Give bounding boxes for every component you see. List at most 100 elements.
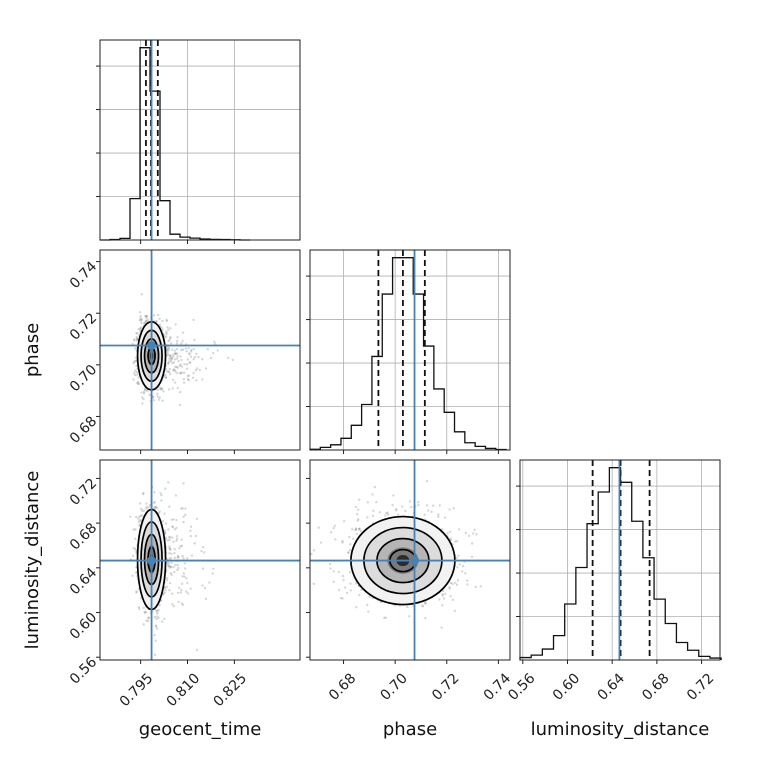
sample-point [189,350,193,353]
sample-point [174,323,177,326]
sample-point [339,597,343,600]
sample-point [368,595,371,598]
sample-point [206,348,210,351]
x-axis-label-phase: phase [383,719,437,740]
sample-point [158,510,161,513]
hist-panel-geocent_time [96,39,301,241]
sample-point [180,507,183,510]
sample-point [446,532,449,535]
sample-point [133,338,136,341]
sample-point [161,319,164,323]
sample-point [142,492,145,495]
sample-point [171,348,174,351]
sample-point [169,336,172,339]
sample-point [454,540,457,543]
scatter-panel-phase-luminosity_distance [309,459,511,661]
sample-point [144,610,148,614]
sample-point [198,368,202,372]
sample-point [179,544,182,548]
sample-point [175,372,179,375]
sample-point [176,568,179,572]
y-tick-label-luminosity_distance: 0.64 [67,565,100,598]
sample-point [156,392,159,396]
sample-point [147,616,150,619]
sample-point [383,616,386,620]
sample-point [355,532,358,536]
sample-point [132,528,135,531]
sample-point [179,363,182,366]
sample-point [448,585,451,589]
sample-point [195,352,198,355]
sample-point [358,527,361,530]
sample-point [173,358,177,361]
sample-point [441,593,444,596]
sample-point [155,609,158,612]
sample-point [189,587,193,590]
sample-point [455,556,459,560]
sample-point [180,602,184,605]
sample-point [197,355,200,359]
sample-point [354,527,358,530]
sample-point [158,386,162,389]
sample-point [417,503,420,507]
sample-point [201,567,205,570]
sample-point [312,582,315,586]
sample-point [154,505,157,509]
y-tick-label-luminosity_distance: 0.56 [67,654,100,687]
sample-point [171,525,175,529]
sample-point [167,361,170,365]
sample-point [168,367,171,371]
sample-point [176,355,179,358]
sample-point [140,293,144,296]
sample-point [174,352,177,355]
sample-point [177,566,180,570]
sample-point [134,547,137,551]
sample-point [144,320,147,324]
sample-point [172,361,175,364]
sample-point [166,351,169,355]
sample-point [168,339,171,342]
sample-point [154,624,157,627]
sample-point [451,582,454,586]
sample-point [424,617,427,620]
sample-point [175,539,178,542]
sample-point [162,390,165,393]
sample-point [170,358,173,361]
sample-point [165,576,169,580]
sample-point [348,549,352,552]
sample-point [186,557,189,560]
sample-point [170,518,173,521]
sample-point [172,518,175,521]
sample-point [334,538,337,541]
sample-point [174,494,178,497]
sample-point [181,331,185,334]
sample-point [195,517,199,520]
sample-point [136,332,139,335]
sample-point [354,582,358,585]
sample-point [165,333,168,336]
sample-point [168,547,172,551]
sample-point [180,371,184,374]
sample-point [167,348,170,351]
sample-point [141,402,144,405]
sample-point [169,548,172,551]
sample-point [182,520,185,524]
sample-point [163,617,166,621]
sample-point [178,403,182,407]
sample-point [170,561,173,565]
sample-point [167,328,170,332]
sample-point [341,539,344,543]
sample-point [157,398,161,401]
sample-point [373,485,377,489]
sample-point [473,528,476,532]
sample-point [371,514,375,518]
sample-point [195,367,199,370]
sample-point [168,557,171,561]
sample-point [352,537,355,540]
sample-point [142,392,146,395]
sample-point [351,528,354,531]
sample-point [153,653,157,657]
sample-point [133,371,136,375]
sample-point [453,609,457,613]
sample-point [166,354,170,357]
